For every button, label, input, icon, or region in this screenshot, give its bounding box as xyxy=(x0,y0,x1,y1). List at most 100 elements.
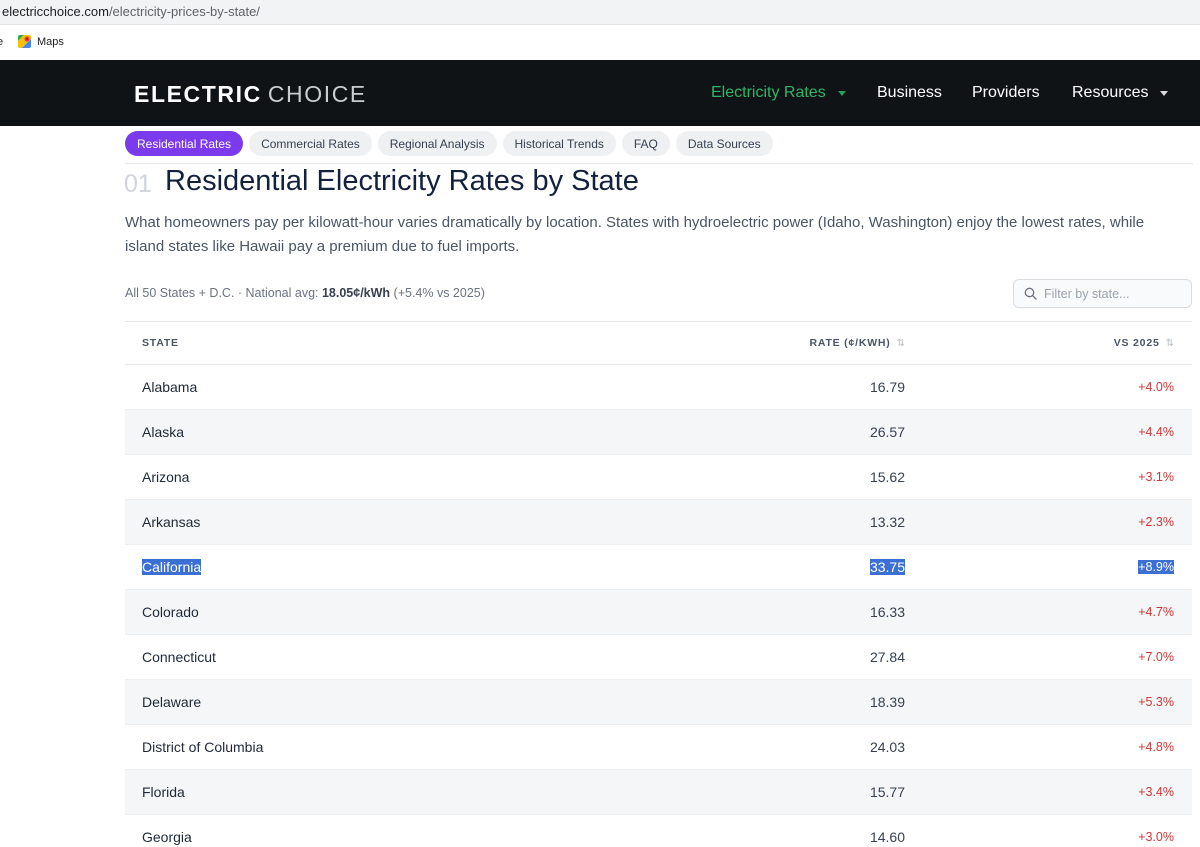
column-header-state[interactable]: STATE xyxy=(142,337,179,349)
rate-cell-text: 15.77 xyxy=(869,784,905,800)
rate-cell-text: 18.39 xyxy=(869,694,905,710)
tab-commercial-rates[interactable]: Commercial Rates xyxy=(249,131,372,156)
column-header-rate-label: RATE (¢/KWH) xyxy=(809,337,891,349)
tab-data-sources[interactable]: Data Sources xyxy=(675,131,773,156)
state-cell-text: California xyxy=(142,559,202,575)
sort-icon: ⇅ xyxy=(1165,337,1174,349)
change-cell-text: +7.0% xyxy=(1138,650,1174,664)
state-cell-text: Arizona xyxy=(142,469,190,485)
site-logo[interactable]: ELECTRIC CHOICE xyxy=(134,81,367,108)
state-cell: California xyxy=(142,559,202,575)
table-row[interactable]: California 33.75 +8.9% xyxy=(125,545,1192,590)
rate-cell: 27.84 xyxy=(870,649,905,665)
tab-residential-rates[interactable]: Residential Rates xyxy=(125,131,244,156)
logo-main-text: ELECTRIC xyxy=(134,81,262,107)
change-cell-text: +4.8% xyxy=(1138,740,1174,754)
table-header: STATE RATE (¢/KWH) ⇅ VS 2025 ⇅ xyxy=(125,321,1192,365)
rate-cell-text: 27.84 xyxy=(869,649,905,665)
rate-cell: 13.32 xyxy=(870,514,905,530)
change-cell-text: +8.9% xyxy=(1138,560,1174,574)
state-cell-text: District of Columbia xyxy=(142,739,264,755)
nav-providers[interactable]: Providers xyxy=(972,84,1040,102)
rate-cell-text: 16.33 xyxy=(869,604,905,620)
table-row[interactable]: Arkansas 13.32 +2.3% xyxy=(125,500,1192,545)
rate-cell-text: 33.75 xyxy=(869,559,905,575)
state-cell: Arkansas xyxy=(142,514,200,530)
tab-faq[interactable]: FAQ xyxy=(621,131,670,156)
table-row[interactable]: Arizona 15.62 +3.1% xyxy=(125,455,1192,500)
address-bar[interactable]: electricchoice.com/electricity-prices-by… xyxy=(0,0,1200,25)
rate-cell-text: 26.57 xyxy=(869,424,905,440)
nav-resources-label: Resources xyxy=(1072,84,1149,101)
state-cell: Delaware xyxy=(142,694,201,710)
table-row[interactable]: Alaska 26.57 +4.4% xyxy=(125,410,1192,455)
state-cell-text: Alaska xyxy=(142,424,185,440)
nav-business-label: Business xyxy=(877,84,942,101)
nav-business[interactable]: Business xyxy=(877,84,942,102)
rate-cell: 16.79 xyxy=(870,379,905,395)
summary-text: All 50 States + D.C. · National avg: 18.… xyxy=(125,286,485,300)
change-cell: +4.8% xyxy=(1138,740,1174,754)
change-cell-text: +4.7% xyxy=(1138,605,1174,619)
bookmark-maps-label: Maps xyxy=(37,35,64,48)
state-cell-text: Connecticut xyxy=(142,649,216,665)
state-cell-text: Alabama xyxy=(142,379,198,395)
state-cell-text: Delaware xyxy=(142,694,202,710)
state-cell-text: Georgia xyxy=(142,829,192,845)
change-cell-text: +3.4% xyxy=(1138,785,1174,799)
rate-cell: 14.60 xyxy=(870,829,905,845)
state-cell: District of Columbia xyxy=(142,739,263,755)
rates-table: STATE RATE (¢/KWH) ⇅ VS 2025 ⇅ Alabama 16… xyxy=(125,321,1192,847)
page-title: Residential Electricity Rates by State xyxy=(165,165,639,197)
state-cell: Arizona xyxy=(142,469,189,485)
rate-cell: 24.03 xyxy=(870,739,905,755)
rate-cell-text: 14.60 xyxy=(869,829,905,845)
change-cell: +8.9% xyxy=(1138,560,1174,574)
site-header: ELECTRIC CHOICE Electricity Rates Busines… xyxy=(0,60,1200,126)
rate-cell: 26.57 xyxy=(870,424,905,440)
state-cell-text: Arkansas xyxy=(142,514,201,530)
logo-sub-text: CHOICE xyxy=(267,81,367,107)
sort-icon: ⇅ xyxy=(896,337,905,349)
change-cell-text: +3.0% xyxy=(1138,830,1174,844)
state-filter[interactable] xyxy=(1013,279,1192,308)
table-body: Alabama 16.79 +4.0% Alaska 26.57 +4.4% Arizona… xyxy=(125,365,1192,847)
tabs-divider xyxy=(125,163,1193,164)
rate-cell: 15.62 xyxy=(870,469,905,485)
change-cell-text: +4.0% xyxy=(1138,380,1174,394)
change-cell: +4.4% xyxy=(1138,425,1174,439)
column-header-rate[interactable]: RATE (¢/KWH) ⇅ xyxy=(809,337,905,349)
table-row[interactable]: Connecticut 27.84 +7.0% xyxy=(125,635,1192,680)
state-filter-input[interactable] xyxy=(1044,285,1184,303)
change-cell: +3.0% xyxy=(1138,830,1174,844)
bookmark-cut-label[interactable]: e xyxy=(0,36,4,48)
table-row[interactable]: Florida 15.77 +3.4% xyxy=(125,770,1192,815)
url-path: /electricity-prices-by-state/ xyxy=(108,4,260,19)
table-row[interactable]: Delaware 18.39 +5.3% xyxy=(125,680,1192,725)
nav-electricity-rates[interactable]: Electricity Rates xyxy=(711,84,846,102)
tab-regional-analysis[interactable]: Regional Analysis xyxy=(377,131,497,156)
table-row[interactable]: Alabama 16.79 +4.0% xyxy=(125,365,1192,410)
state-cell: Florida xyxy=(142,784,185,800)
rate-cell: 15.77 xyxy=(870,784,905,800)
rate-cell-text: 24.03 xyxy=(869,739,905,755)
table-row[interactable]: District of Columbia 24.03 +4.8% xyxy=(125,725,1192,770)
nav-resources[interactable]: Resources xyxy=(1072,84,1169,102)
nav-electricity-rates-label: Electricity Rates xyxy=(711,84,826,101)
state-cell: Alabama xyxy=(142,379,197,395)
column-header-change[interactable]: VS 2025 ⇅ xyxy=(1114,337,1174,349)
table-row[interactable]: Georgia 14.60 +3.0% xyxy=(125,815,1192,847)
tab-historical-trends[interactable]: Historical Trends xyxy=(502,131,616,156)
change-cell: +4.7% xyxy=(1138,605,1174,619)
change-cell: +2.3% xyxy=(1138,515,1174,529)
chevron-down-icon xyxy=(837,90,846,96)
bookmark-maps[interactable]: Maps xyxy=(18,35,64,48)
google-maps-icon xyxy=(18,35,31,48)
rate-cell-text: 13.32 xyxy=(869,514,905,530)
table-row[interactable]: Colorado 16.33 +4.7% xyxy=(125,590,1192,635)
column-header-state-label: STATE xyxy=(142,337,179,349)
change-cell: +3.1% xyxy=(1138,470,1174,484)
url-text[interactable]: electricchoice.com/electricity-prices-by… xyxy=(2,4,260,19)
chevron-down-icon xyxy=(1160,90,1169,96)
search-icon xyxy=(1024,287,1037,300)
